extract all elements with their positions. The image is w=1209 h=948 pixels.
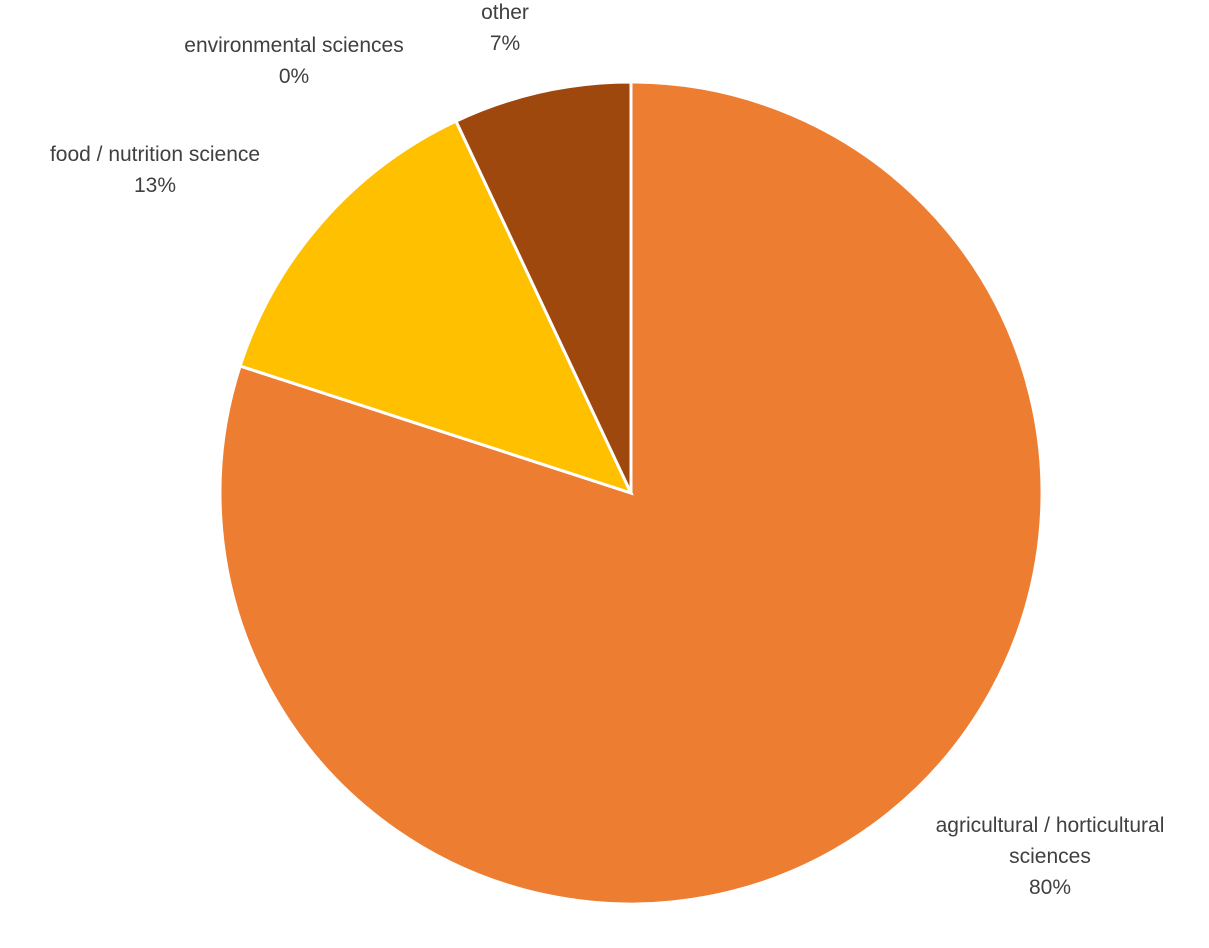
- data-label-value: 7%: [490, 32, 520, 55]
- data-label-other: other 7%: [481, 1, 529, 55]
- data-label-category: sciences: [1009, 845, 1091, 868]
- data-label-category: food / nutrition science: [50, 143, 260, 166]
- pie-slices: [218, 80, 1044, 906]
- data-label-category: other: [481, 1, 529, 24]
- data-label-category: agricultural / horticultural: [936, 814, 1165, 837]
- pie-slice-other: [454, 80, 633, 494]
- data-label-value: 0%: [279, 65, 309, 88]
- data-label-agricultural-horticultural-sciences: agricultural / horticultural sciences 80%: [936, 814, 1165, 899]
- data-label-category: environmental sciences: [184, 34, 403, 57]
- pie-data-labels: agricultural / horticultural sciences 80% f…: [50, 1, 1164, 899]
- pie-slice-food-nutrition-science: [238, 119, 634, 496]
- data-label-value: 80%: [1029, 876, 1071, 899]
- data-label-value: 13%: [134, 174, 176, 197]
- data-label-food-nutrition-science: food / nutrition science 13%: [50, 143, 260, 197]
- data-label-environmental-sciences: environmental sciences 0%: [184, 34, 403, 88]
